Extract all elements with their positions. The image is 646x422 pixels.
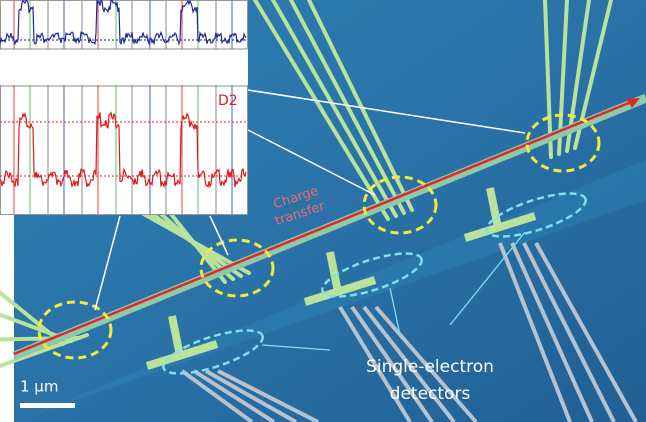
inset bbox=[1, 1, 248, 215]
detectors-label: detectors bbox=[390, 384, 471, 404]
scale-bar-label: 1 µm bbox=[20, 378, 58, 396]
panel-gap bbox=[0, 49, 248, 85]
detectors-label: Single-electron bbox=[366, 357, 494, 377]
scale-bar bbox=[20, 403, 75, 408]
page: Charge transfer Single-electron detector… bbox=[0, 0, 646, 422]
figure: Charge transfer Single-electron detector… bbox=[0, 0, 646, 422]
trace-label: D2 bbox=[218, 93, 238, 109]
